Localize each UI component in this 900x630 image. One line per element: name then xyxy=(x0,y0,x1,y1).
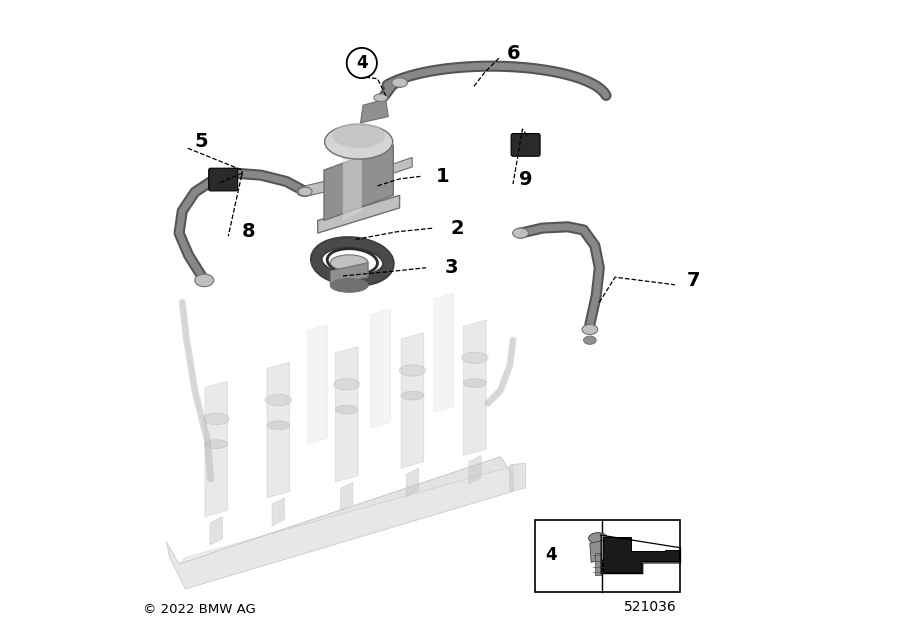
Ellipse shape xyxy=(266,394,292,406)
Polygon shape xyxy=(469,455,482,484)
Polygon shape xyxy=(179,457,513,564)
Ellipse shape xyxy=(462,352,488,364)
Polygon shape xyxy=(361,99,388,123)
Polygon shape xyxy=(330,263,368,285)
Ellipse shape xyxy=(203,413,230,425)
Polygon shape xyxy=(166,457,513,589)
Ellipse shape xyxy=(267,421,290,430)
Text: 2: 2 xyxy=(450,219,464,238)
Polygon shape xyxy=(272,498,284,526)
Polygon shape xyxy=(267,362,290,498)
Ellipse shape xyxy=(298,187,312,196)
Polygon shape xyxy=(509,463,526,491)
Ellipse shape xyxy=(330,255,368,271)
Text: 7: 7 xyxy=(686,271,700,290)
Polygon shape xyxy=(343,145,362,220)
Ellipse shape xyxy=(195,274,214,287)
Ellipse shape xyxy=(374,94,388,101)
Ellipse shape xyxy=(589,533,608,544)
Ellipse shape xyxy=(297,186,310,197)
Text: 5: 5 xyxy=(195,132,209,151)
Ellipse shape xyxy=(205,440,228,449)
Ellipse shape xyxy=(334,379,360,390)
Ellipse shape xyxy=(583,336,596,345)
Polygon shape xyxy=(308,324,328,444)
Polygon shape xyxy=(406,468,419,496)
Text: © 2022 BMW AG: © 2022 BMW AG xyxy=(142,603,256,616)
Ellipse shape xyxy=(336,405,358,414)
Ellipse shape xyxy=(401,391,424,400)
Ellipse shape xyxy=(513,228,528,238)
Polygon shape xyxy=(401,333,424,468)
Polygon shape xyxy=(305,181,324,197)
FancyBboxPatch shape xyxy=(209,168,238,191)
Polygon shape xyxy=(205,381,228,517)
FancyBboxPatch shape xyxy=(511,134,540,156)
Ellipse shape xyxy=(325,125,392,159)
Polygon shape xyxy=(393,158,412,173)
Text: 3: 3 xyxy=(445,258,458,277)
Text: 8: 8 xyxy=(242,222,256,241)
Ellipse shape xyxy=(332,123,385,148)
Ellipse shape xyxy=(464,379,486,387)
Ellipse shape xyxy=(582,324,598,335)
Text: 4: 4 xyxy=(545,546,557,563)
Polygon shape xyxy=(371,309,391,428)
Polygon shape xyxy=(336,346,358,482)
Text: 1: 1 xyxy=(436,167,449,186)
Text: 9: 9 xyxy=(519,170,533,189)
Polygon shape xyxy=(434,293,454,413)
Ellipse shape xyxy=(330,278,368,292)
Text: 4: 4 xyxy=(356,54,367,72)
Ellipse shape xyxy=(392,77,408,87)
Text: 6: 6 xyxy=(507,44,520,63)
Polygon shape xyxy=(324,145,393,220)
Polygon shape xyxy=(210,517,222,545)
Bar xyxy=(595,553,601,575)
Text: 521036: 521036 xyxy=(624,600,677,614)
Polygon shape xyxy=(590,539,607,563)
Polygon shape xyxy=(340,482,353,510)
Polygon shape xyxy=(318,195,400,233)
Bar xyxy=(535,520,680,592)
Polygon shape xyxy=(464,320,486,455)
Polygon shape xyxy=(603,537,679,572)
Ellipse shape xyxy=(400,365,426,376)
